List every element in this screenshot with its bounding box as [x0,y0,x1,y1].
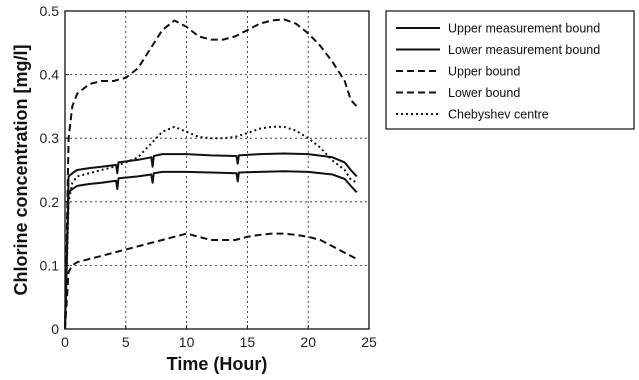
legend-label-3: Lower bound [448,86,520,100]
y-tick-label-0: 0 [51,321,59,337]
x-tick-label-5: 25 [361,334,377,350]
y-tick-label-4: 0.4 [40,67,60,83]
series-layer [64,18,358,330]
x-tick-label-2: 10 [179,334,195,350]
legend-box [385,10,635,130]
x-tick-label-4: 20 [300,334,316,350]
plot-area-frame [64,10,370,330]
y-tick-label-1: 0.1 [40,257,60,273]
y-tick-label-5: 0.5 [40,3,60,19]
grid-layer [65,11,369,329]
series-line-upper-bound [64,18,358,330]
y-axis-title: Chlorine concentration [mg/l] [11,44,31,295]
y-tick-label-3: 0.3 [40,130,60,146]
x-axis-title: Time (Hour) [167,354,268,374]
series-line-chebyshev-centre [64,125,358,330]
y-tick-label-2: 0.2 [40,194,60,210]
legend-label-0: Upper measurement bound [448,22,600,36]
series-line-lower-measurement-bound [64,170,358,330]
legend-label-4: Chebyshev centre [448,108,549,122]
tick-layer: 0 5 10 15 20 25 0 0.1 0.2 0.3 0.4 0.5 [40,3,377,350]
series-line-lower-bound [64,232,358,330]
legend-label-1: Lower measurement bound [448,43,600,57]
x-tick-label-3: 15 [240,334,256,350]
x-tick-label-1: 5 [122,334,130,350]
legend: Upper measurement bound Lower measurement… [385,10,635,130]
legend-label-2: Upper bound [448,65,520,79]
x-tick-label-0: 0 [61,334,69,350]
series-line-upper-measurement-bound [64,152,358,330]
